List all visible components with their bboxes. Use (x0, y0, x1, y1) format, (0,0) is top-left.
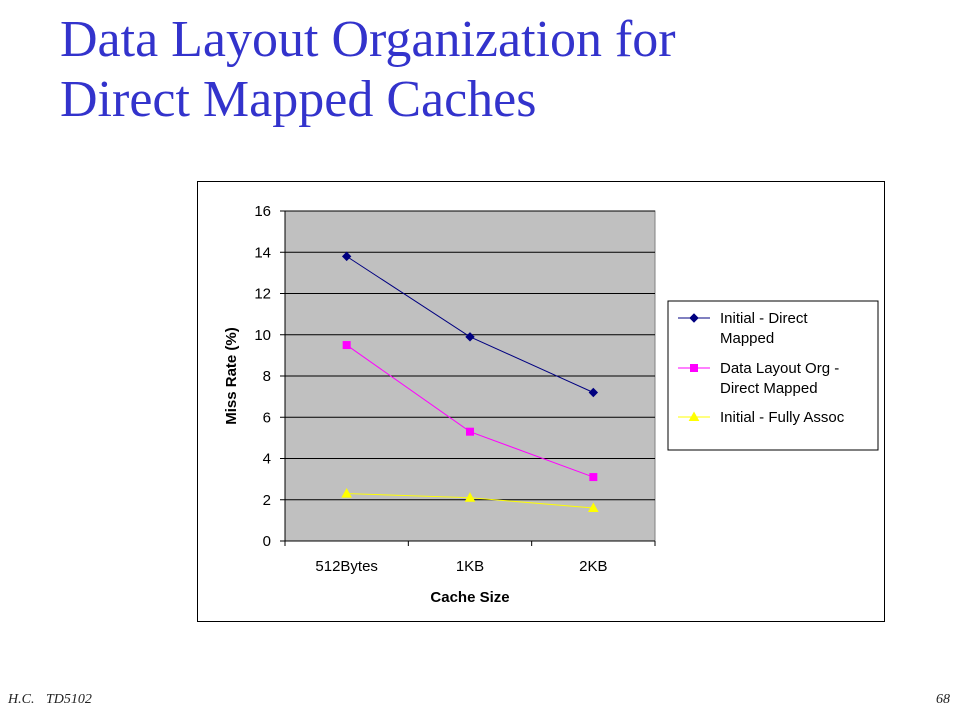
legend-marker-2 (690, 364, 698, 372)
slide-title-line1: Data Layout Organization for (60, 11, 676, 68)
footer-course: TD5102 (45, 692, 92, 707)
legend-marker-1 (689, 313, 699, 323)
legend-label-3: Initial - Fully Assoc (720, 409, 845, 426)
y-tick-label: 14 (254, 244, 271, 261)
series-3-point (587, 502, 599, 512)
legend (667, 300, 879, 451)
x-tick-label: 512Bytes (315, 558, 378, 575)
legend-label-1: Mapped (720, 330, 774, 347)
y-tick-label: 6 (263, 409, 271, 426)
series-3-point (341, 488, 353, 498)
y-tick-label: 0 (263, 533, 271, 550)
y-axis-title: Miss Rate (%) (223, 327, 240, 425)
legend-label-2: Direct Mapped (720, 380, 818, 397)
miss-rate-chart: 0 2 4 6 8 10 12 14 16 512Bytes 1KB 2KB Cache Size Mis… (223, 203, 879, 606)
y-tick-label: 4 (263, 451, 271, 468)
series-2-point (466, 427, 474, 436)
x-tick-label: 1KB (456, 558, 484, 575)
legend-label-2: Data Layout Org - (720, 360, 839, 377)
footer-author: H.C. (8, 692, 35, 707)
slide-title-line2: Direct Mapped Caches (60, 71, 537, 128)
series-2-point (589, 473, 598, 482)
y-tick-label: 16 (254, 203, 271, 220)
series-2-point (342, 341, 351, 350)
x-axis-title: Cache Size (430, 589, 509, 606)
y-tick-label: 2 (263, 492, 271, 509)
legend-marker-3 (688, 411, 700, 421)
chart-frame: 0 2 4 6 8 10 12 14 16 512Bytes 1KB 2KB Cache Size Mis… (197, 181, 885, 622)
series-1-point (588, 387, 599, 398)
series-1-point (465, 332, 475, 342)
y-tick-label: 10 (254, 327, 271, 344)
page-number: 68 (936, 692, 950, 707)
slide-title: Data Layout Organization for Direct Mapp… (60, 10, 920, 130)
legend-label-1: Initial - Direct (720, 310, 808, 327)
footer-left: H.C. TD5102 (8, 692, 92, 708)
y-tick-label: 12 (254, 286, 271, 303)
series-3-point (464, 492, 476, 502)
series-1-point (341, 251, 352, 262)
x-tick-label: 2KB (579, 558, 607, 575)
y-tick-label: 8 (263, 368, 271, 385)
